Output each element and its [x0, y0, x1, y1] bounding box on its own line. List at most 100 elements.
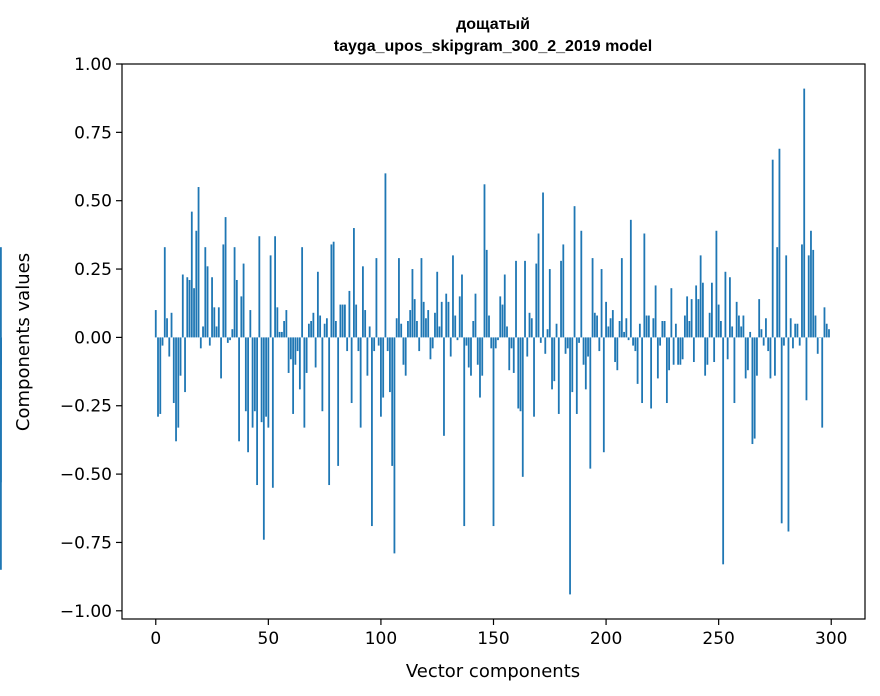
- plot-frame: [121, 63, 866, 620]
- bar: [713, 337, 716, 363]
- bar: [377, 337, 380, 346]
- bar: [303, 337, 306, 428]
- bar: [208, 337, 211, 346]
- bar: [470, 337, 472, 376]
- bar: [168, 337, 171, 357]
- bar: [389, 337, 391, 393]
- bar: [474, 293, 477, 338]
- x-tick-label: 100: [365, 629, 397, 649]
- bar: [197, 187, 200, 338]
- bar: [706, 337, 709, 365]
- bar: [328, 337, 331, 486]
- bar: [674, 323, 677, 338]
- x-tick-label: 200: [590, 629, 622, 649]
- y-tick-label: 0.00: [74, 328, 112, 348]
- bar: [697, 299, 700, 338]
- bar: [620, 258, 623, 338]
- bar: [605, 301, 607, 338]
- bar: [767, 337, 770, 352]
- bar: [661, 321, 664, 338]
- bar: [659, 337, 662, 346]
- bar: [251, 337, 254, 428]
- bar: [672, 337, 675, 365]
- y-tick-label: −0.50: [60, 465, 112, 485]
- bar: [699, 255, 702, 338]
- bar: [562, 244, 565, 338]
- bar: [555, 323, 558, 338]
- chart-title-line1: дощатый: [456, 16, 530, 33]
- bar: [701, 282, 704, 338]
- bar: [384, 173, 387, 338]
- bar: [720, 321, 722, 338]
- bar: [614, 337, 616, 363]
- bar: [289, 337, 292, 360]
- bar: [618, 321, 621, 338]
- y-tick-label: −1.00: [60, 602, 112, 622]
- bar: [436, 271, 439, 338]
- bar: [366, 337, 369, 376]
- bar: [298, 337, 301, 390]
- bar: [602, 337, 605, 453]
- bar: [600, 269, 603, 338]
- bar: [625, 318, 628, 338]
- bar: [774, 337, 776, 376]
- bar: [544, 337, 547, 354]
- bar: [296, 337, 299, 352]
- bar: [211, 277, 213, 338]
- bar: [362, 266, 364, 338]
- bar: [269, 255, 272, 338]
- bar: [481, 337, 484, 376]
- bar: [715, 230, 718, 338]
- bar: [161, 337, 164, 346]
- bar: [756, 337, 758, 376]
- bar: [566, 337, 569, 349]
- bar: [539, 337, 542, 343]
- bar: [731, 326, 734, 338]
- bar: [533, 337, 535, 417]
- bar: [643, 233, 646, 338]
- bar: [461, 274, 463, 338]
- bar: [181, 274, 184, 338]
- bar: [334, 321, 337, 338]
- bar: [803, 88, 806, 338]
- bar: [634, 337, 637, 352]
- bar: [244, 337, 247, 412]
- bar: [580, 230, 583, 338]
- bar: [812, 249, 815, 338]
- bar: [654, 285, 657, 338]
- bar: [186, 277, 189, 338]
- bar: [632, 337, 634, 346]
- bar: [472, 321, 475, 338]
- bar: [692, 337, 695, 363]
- bar: [497, 337, 499, 341]
- bar: [647, 315, 650, 338]
- bar: [747, 337, 749, 371]
- x-tick-label: 300: [815, 629, 847, 649]
- bar: [733, 337, 736, 404]
- bar: [238, 337, 240, 442]
- bar: [485, 249, 488, 338]
- bar: [305, 337, 308, 373]
- bar: [267, 337, 270, 428]
- bar: [220, 337, 222, 379]
- bar: [524, 260, 526, 338]
- bar: [325, 318, 328, 338]
- bar: [350, 337, 353, 404]
- bar: [490, 337, 493, 349]
- bar: [611, 310, 614, 338]
- bar: [726, 337, 729, 360]
- bar: [560, 260, 562, 338]
- bar: [636, 337, 639, 384]
- bar: [548, 269, 551, 338]
- bar: [434, 312, 436, 338]
- bar: [202, 326, 204, 338]
- bar-series: [0, 88, 830, 595]
- bar: [589, 337, 592, 469]
- bar: [260, 337, 263, 423]
- bar: [373, 337, 376, 352]
- bar: [616, 337, 619, 371]
- bar: [708, 312, 711, 338]
- bar: [416, 321, 418, 338]
- bar: [794, 323, 797, 338]
- bar: [825, 323, 828, 338]
